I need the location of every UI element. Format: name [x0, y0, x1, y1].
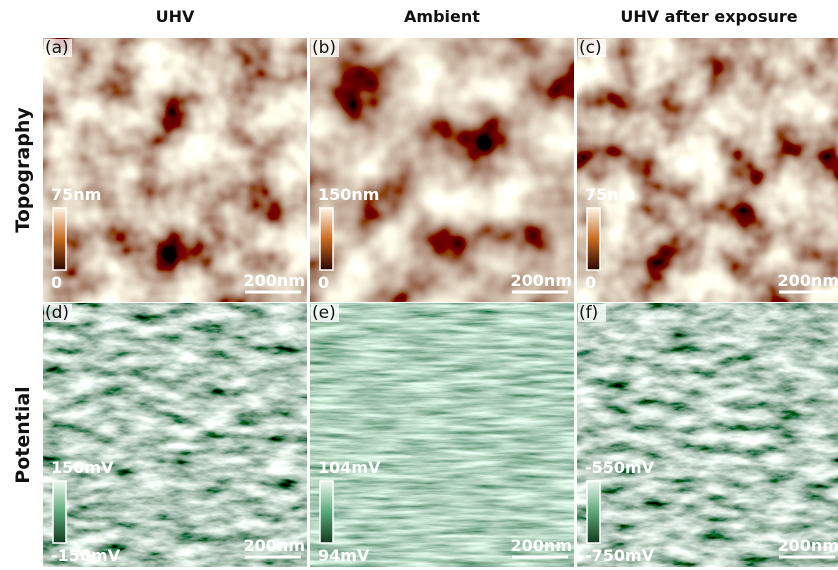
colorbar: [53, 208, 66, 270]
panel-label: (b): [312, 38, 336, 58]
colorbar-max: -550mV: [585, 458, 655, 477]
colorbar-min: 0: [318, 273, 329, 292]
column-header: UHV: [156, 7, 195, 26]
colorbar-max: 104mV: [318, 458, 381, 477]
colorbar-min: 0: [585, 273, 596, 292]
colorbar-max: 150mV: [51, 458, 114, 477]
scalebar-label: 200nm: [244, 271, 305, 290]
colorbar-max: 150nm: [318, 185, 379, 204]
colorbar: [320, 481, 333, 543]
page: UHV Ambient UHV after exposure Topography Po…: [0, 0, 838, 570]
colorbar-max: 75nm: [585, 185, 635, 204]
colorbar-min: -150mV: [51, 546, 121, 565]
colorbar-min: 0: [51, 273, 62, 292]
colorbar-min: -750mV: [585, 546, 655, 565]
row-label: Topography: [12, 107, 34, 233]
colorbar-min: 94mV: [318, 546, 370, 565]
panel-label: (f): [579, 303, 598, 323]
column-header: UHV after exposure: [620, 7, 797, 26]
micrograph: [43, 303, 307, 567]
micrograph: [310, 303, 574, 567]
micrograph: [43, 38, 307, 302]
micrograph: [577, 38, 838, 302]
colorbar: [587, 208, 600, 270]
colorbar: [587, 481, 600, 543]
panel-label: (c): [579, 38, 602, 58]
scalebar-label: 200nm: [778, 536, 838, 555]
micrograph: [577, 303, 838, 567]
figure: UHV Ambient UHV after exposure Topography Po…: [0, 0, 838, 570]
colorbar-max: 75nm: [51, 185, 101, 204]
colorbar: [320, 208, 333, 270]
colorbar: [53, 481, 66, 543]
panel-label: (a): [45, 38, 69, 58]
panel-label: (e): [312, 303, 336, 323]
scalebar-label: 200nm: [511, 271, 572, 290]
scalebar-label: 200nm: [511, 536, 572, 555]
scalebar-label: 200nm: [778, 271, 838, 290]
column-header: Ambient: [404, 7, 480, 26]
scalebar-label: 200nm: [244, 536, 305, 555]
row-label: Potential: [12, 386, 34, 483]
micrograph: [310, 38, 574, 302]
panel-label: (d): [45, 303, 69, 323]
